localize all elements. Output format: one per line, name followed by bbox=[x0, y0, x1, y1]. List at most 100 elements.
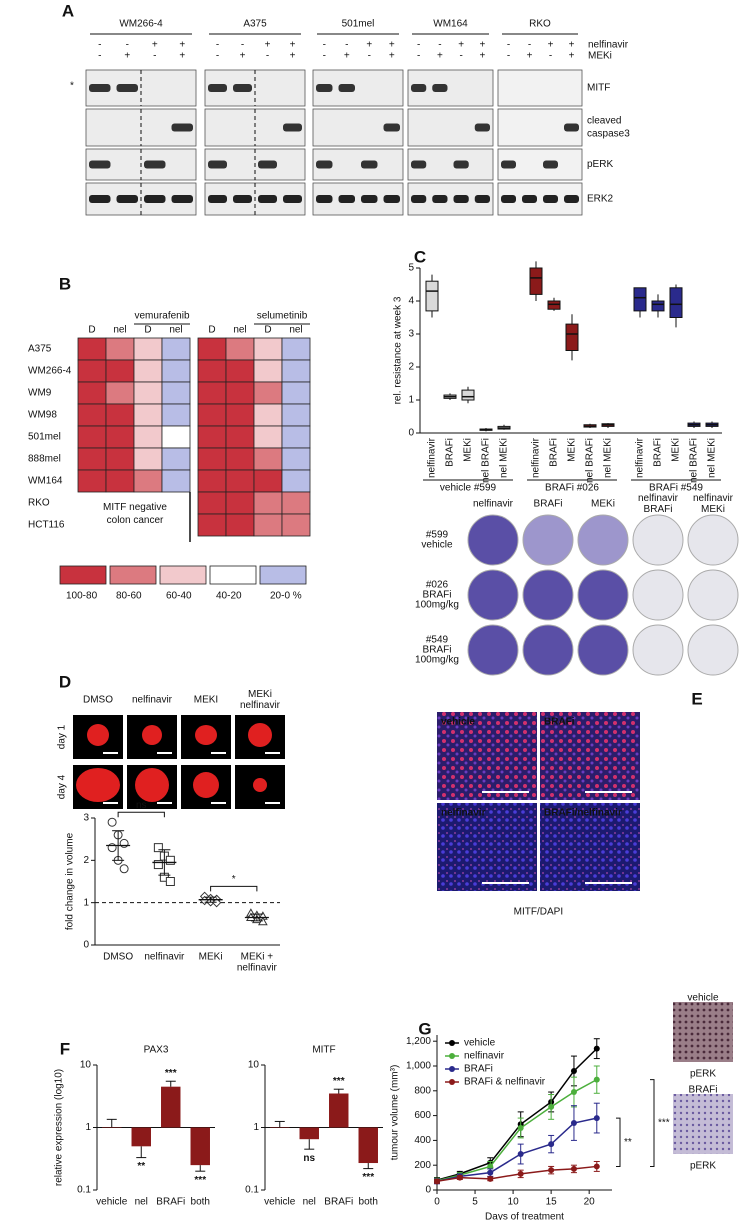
treatment-sign: + bbox=[290, 51, 296, 62]
heatmap-cell bbox=[105, 381, 135, 405]
image-column-label: nelfinavir bbox=[240, 700, 281, 711]
point bbox=[487, 1163, 494, 1170]
plate-row-label: 100mg/kg bbox=[415, 600, 459, 611]
row-label: WM164 bbox=[28, 476, 63, 487]
plate-column-label: nelfinavir bbox=[473, 499, 514, 510]
blot-band bbox=[89, 160, 111, 169]
bar bbox=[299, 1127, 319, 1140]
x-tick-label: nelfinavir bbox=[237, 963, 278, 974]
bar bbox=[329, 1093, 349, 1128]
heatmap-cell bbox=[161, 425, 191, 449]
colony-plate bbox=[577, 569, 629, 621]
image-column-label: MEKI bbox=[194, 695, 218, 706]
blot-band bbox=[144, 160, 166, 169]
blot bbox=[497, 69, 583, 107]
blot-band bbox=[564, 195, 579, 203]
treatment-sign: + bbox=[479, 51, 485, 62]
y-tick-label: 5 bbox=[408, 263, 414, 274]
column-label: D bbox=[88, 325, 95, 336]
point bbox=[434, 1178, 440, 1185]
legend-label: 20-0 % bbox=[270, 591, 302, 602]
spheroid bbox=[193, 772, 219, 798]
heatmap-cell bbox=[77, 469, 107, 493]
y-tick-label: 1 bbox=[408, 395, 414, 406]
blot-band bbox=[338, 84, 355, 92]
box bbox=[529, 267, 543, 295]
colony-plate bbox=[522, 624, 574, 676]
treatment-sign: - bbox=[241, 40, 244, 51]
x-tick-label: vehicle bbox=[264, 1197, 296, 1208]
if-label: BRAFi/nelfinavir bbox=[544, 808, 622, 819]
legend-label: nelfinavir bbox=[464, 1051, 505, 1062]
ihc-stain: pERK bbox=[690, 1161, 716, 1172]
treatment-sign: + bbox=[124, 51, 130, 62]
cell-line-label: RKO bbox=[529, 19, 551, 30]
heatmap-cell bbox=[225, 447, 255, 471]
significance: ns bbox=[136, 800, 147, 811]
heatmap-cell bbox=[281, 469, 311, 493]
x-tick-label: MEKi bbox=[199, 952, 223, 963]
heatmap-cell bbox=[281, 491, 311, 515]
box bbox=[633, 287, 647, 312]
treatment-sign: - bbox=[98, 40, 101, 51]
point bbox=[165, 877, 175, 886]
significance: *** bbox=[333, 1076, 345, 1087]
column-label: nel bbox=[169, 325, 182, 336]
cell-line-label: WM266-4 bbox=[119, 19, 163, 30]
group-label: vehicle #599 bbox=[440, 483, 497, 494]
heatmap-cell bbox=[281, 381, 311, 405]
heatmap-cell bbox=[197, 447, 227, 471]
heatmap-cell bbox=[77, 447, 107, 471]
point bbox=[593, 1076, 600, 1083]
cell-line-label: A375 bbox=[243, 19, 267, 30]
treatment-sign: - bbox=[417, 40, 420, 51]
protein-label: pERK bbox=[587, 159, 613, 170]
protein-label: cleaved bbox=[587, 116, 621, 127]
row-label: 888mel bbox=[28, 454, 61, 465]
treatment-sign: - bbox=[126, 40, 129, 51]
heatmap-cell bbox=[77, 337, 107, 361]
heatmap-cell bbox=[161, 381, 191, 405]
heatmap-cell bbox=[281, 425, 311, 449]
group-label: BRAFi #549 bbox=[649, 483, 703, 494]
blot-band bbox=[338, 195, 355, 203]
x-tick-label: nel bbox=[135, 1197, 148, 1208]
treatment-sign: + bbox=[458, 40, 464, 51]
blot-band bbox=[383, 123, 400, 132]
heatmap-cell bbox=[225, 425, 255, 449]
protein-label: MITF bbox=[587, 83, 610, 94]
colony-plate bbox=[687, 514, 739, 566]
heatmap-cell bbox=[197, 469, 227, 493]
blot-band bbox=[116, 195, 138, 203]
x-tick-label: nelfinavir bbox=[427, 437, 438, 478]
if-label: vehicle bbox=[441, 717, 475, 728]
blot-band bbox=[474, 123, 490, 132]
plate-row-label: BRAFi bbox=[423, 645, 452, 656]
blot-band bbox=[208, 195, 227, 203]
heatmap-cell bbox=[77, 425, 107, 449]
if-image bbox=[540, 712, 640, 800]
treatment-label: MEKi bbox=[588, 51, 612, 62]
treatment-sign: + bbox=[290, 40, 296, 51]
plate-row-label: #026 bbox=[426, 580, 449, 591]
protein-label: caspase3 bbox=[587, 129, 630, 140]
significance: * bbox=[232, 874, 236, 885]
y-tick-label: 400 bbox=[414, 1135, 431, 1146]
treatment-sign: + bbox=[265, 40, 271, 51]
plate-row-label: #599 bbox=[426, 530, 449, 541]
row-label: WM98 bbox=[28, 410, 57, 421]
heatmap-cell bbox=[225, 403, 255, 427]
plate-column-label: nelfinavir bbox=[638, 493, 679, 504]
legend-label: BRAFi bbox=[464, 1064, 493, 1075]
point bbox=[593, 1115, 600, 1122]
blot-band bbox=[501, 195, 516, 203]
y-tick-label: 0 bbox=[408, 428, 414, 439]
treatment-sign: + bbox=[240, 51, 246, 62]
x-tick-label: nel bbox=[303, 1197, 316, 1208]
y-tick-label: 3 bbox=[83, 813, 89, 824]
heatmap-cell bbox=[225, 381, 255, 405]
heatmap-cell bbox=[133, 337, 163, 361]
blot-band bbox=[316, 84, 333, 92]
significance: ** bbox=[137, 1161, 145, 1172]
point bbox=[570, 1089, 577, 1096]
